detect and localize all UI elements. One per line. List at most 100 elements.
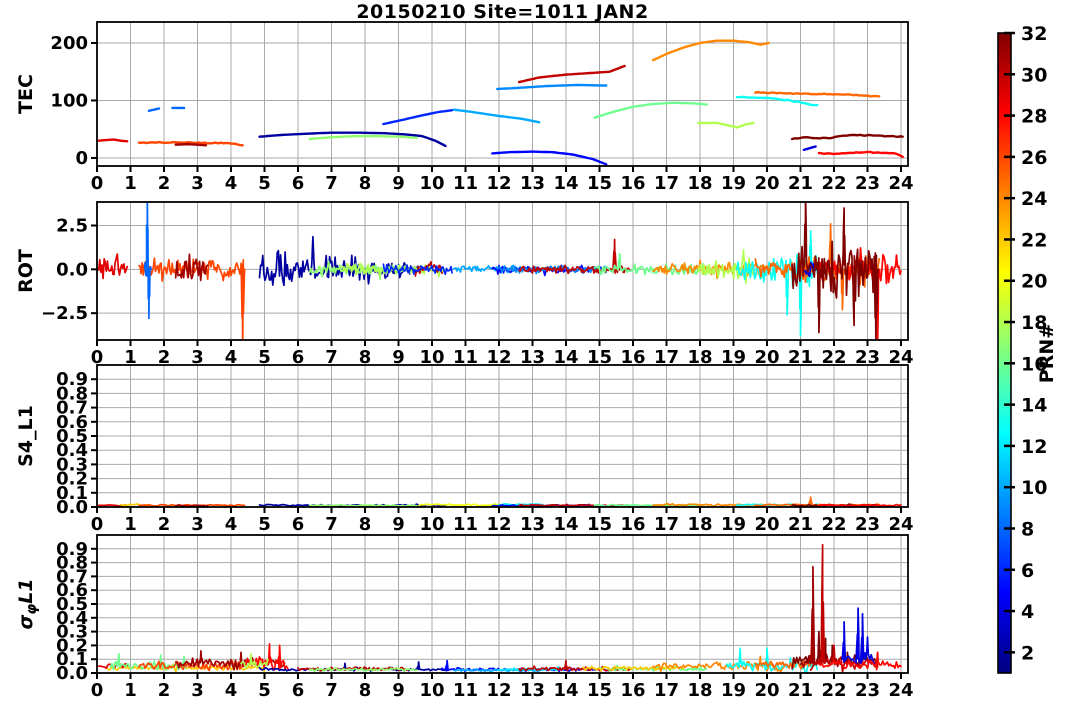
sigphi-ytick-label: 0.9 bbox=[56, 539, 88, 560]
sigphi-xtick-label: 23 bbox=[855, 680, 880, 701]
tec-xtick-label: 12 bbox=[486, 173, 511, 194]
s4-ytick-label: 0.5 bbox=[56, 426, 88, 447]
s4-ytick-label: 0.0 bbox=[56, 497, 88, 518]
colorbar-tick-label: 32 bbox=[1021, 23, 1047, 45]
rot-series-prn-16 bbox=[593, 252, 708, 276]
s4-grid bbox=[97, 365, 908, 507]
colorbar-tick-label: 14 bbox=[1021, 395, 1047, 417]
s4-series-prn-31 bbox=[174, 504, 209, 507]
tec-frame bbox=[96, 21, 909, 167]
tec-xtick-label: 6 bbox=[292, 173, 305, 194]
tec-xtick-label: 24 bbox=[888, 173, 913, 194]
sigphi-series-prn-24 bbox=[652, 655, 785, 673]
figure-title: 20150210 Site=1011 JAN2 bbox=[356, 1, 649, 23]
rot-xtick-label: 12 bbox=[486, 347, 511, 368]
sigphi-series-prn-16 bbox=[109, 652, 189, 671]
tec-series-prn-18 bbox=[697, 121, 755, 129]
s4-xtick-label: 5 bbox=[258, 514, 271, 535]
tec-panel: 0 1 2 3 4 5 6 7 8 9 10 11 12 13 14 15 16 17 18 19 20 21 22 23 24… bbox=[15, 21, 914, 194]
s4-xtick-label: 9 bbox=[392, 514, 405, 535]
sigphi-xtick-label: 10 bbox=[419, 680, 444, 701]
rot-series-prn-4 bbox=[803, 261, 817, 278]
rot-xtick-label: 4 bbox=[225, 347, 238, 368]
colorbar-tick-label: 28 bbox=[1021, 106, 1047, 128]
sigphi-ytick-label: 0.6 bbox=[56, 580, 88, 601]
s4-ytick-label: 0.7 bbox=[56, 398, 88, 419]
tec-xtick-label: 10 bbox=[419, 173, 444, 194]
s4-xtick-label: 6 bbox=[292, 514, 305, 535]
s4-xtick-label: 15 bbox=[587, 514, 612, 535]
rot-xtick-label: 20 bbox=[754, 347, 779, 368]
s4-xtick-label: 21 bbox=[788, 514, 813, 535]
sigphi-xtick-label: 5 bbox=[258, 680, 271, 701]
sigphi-ytick-label: 0.1 bbox=[56, 649, 88, 670]
rot-series-group bbox=[97, 202, 902, 340]
rot-xtick-label: 6 bbox=[292, 347, 305, 368]
tec-series-prn-6 bbox=[382, 109, 454, 126]
colorbar-tick-label: 6 bbox=[1021, 560, 1034, 582]
tec-xtick-label: 11 bbox=[453, 173, 478, 194]
rot-xtick-label: 11 bbox=[453, 347, 478, 368]
tec-xtick-label: 13 bbox=[520, 173, 545, 194]
rot-series-prn-8 bbox=[143, 202, 153, 320]
sigphi-series-prn-26 bbox=[138, 659, 246, 672]
tec-xtick-label: 22 bbox=[821, 173, 846, 194]
tec-xtick-label: 2 bbox=[158, 173, 171, 194]
tec-series-prn-25 bbox=[754, 90, 881, 98]
s4-xtick-label: 0 bbox=[91, 514, 104, 535]
rot-xtick-label: 3 bbox=[191, 347, 204, 368]
rot-ytick-label: −2.5 bbox=[41, 303, 88, 324]
rot-xtick-label: 18 bbox=[687, 347, 712, 368]
sigphi-xtick-label: 2 bbox=[158, 680, 171, 701]
tec-series-prn-5 bbox=[491, 150, 608, 166]
s4-xtick-label: 13 bbox=[520, 514, 545, 535]
sigphi-ylabel: σφL1 bbox=[15, 578, 40, 629]
sigphi-xtick-label: 3 bbox=[191, 680, 204, 701]
tec-series-prn-16 bbox=[593, 101, 708, 119]
sigphi-series-prn-28 bbox=[818, 651, 902, 671]
sigphi-grid bbox=[97, 535, 908, 673]
sigphi-xtick-label: 1 bbox=[124, 680, 137, 701]
rot-series-prn-26 bbox=[138, 257, 246, 340]
rot-panel: 0 1 2 3 4 5 6 7 8 9 10 11 12 13 14 15 16 17 18 19 20 21 22 23 24… bbox=[15, 201, 914, 368]
s4-xtick-label: 20 bbox=[754, 514, 779, 535]
tec-series-prn-17 bbox=[308, 134, 419, 141]
tec-series-group bbox=[97, 39, 904, 166]
sigphi-xtick-label: 13 bbox=[520, 680, 545, 701]
sigphi-xtick-label: 24 bbox=[888, 680, 913, 701]
rot-xtick-label: 19 bbox=[721, 347, 746, 368]
rot-series-prn-32 bbox=[791, 202, 879, 340]
rot-ytick-label: 2.5 bbox=[56, 215, 88, 236]
s4-xtick-label: 10 bbox=[419, 514, 444, 535]
sigphi-ytick-label: 0.3 bbox=[56, 622, 88, 643]
rot-frame bbox=[96, 201, 909, 341]
sigphi-series-prn-22 bbox=[581, 665, 685, 672]
tec-xtick-label: 19 bbox=[721, 173, 746, 194]
tec-ticks bbox=[91, 41, 902, 172]
tec-xtick-label: 23 bbox=[855, 173, 880, 194]
tec-xtick-label: 1 bbox=[124, 173, 137, 194]
s4-xtick-label: 2 bbox=[158, 514, 171, 535]
tec-xtick-label: 17 bbox=[654, 173, 679, 194]
tec-series-prn-2 bbox=[258, 131, 447, 148]
tec-series-prn-13 bbox=[735, 95, 819, 107]
rot-series-prn-30 bbox=[518, 238, 631, 275]
colorbar-tick-label: 18 bbox=[1021, 312, 1047, 334]
tec-series-prn-29 bbox=[97, 138, 129, 143]
sigphi-xtick-label: 20 bbox=[754, 680, 779, 701]
rot-xtick-label: 21 bbox=[788, 347, 813, 368]
rot-series-prn-6 bbox=[382, 263, 453, 276]
sigphi-series-prn-18 bbox=[240, 652, 269, 670]
tec-xtick-label: 9 bbox=[392, 173, 405, 194]
rot-series-prn-29 bbox=[97, 253, 129, 280]
rot-series-prn-31 bbox=[174, 253, 209, 282]
rot-xtick-label: 14 bbox=[553, 347, 578, 368]
s4-ytick-label: 0.3 bbox=[56, 454, 88, 475]
s4-xtick-label: 18 bbox=[687, 514, 712, 535]
sigphi-ytick-label: 0.8 bbox=[56, 553, 88, 574]
tec-xtick-label: 3 bbox=[191, 173, 204, 194]
tec-series-prn-31 bbox=[174, 143, 208, 147]
s4-series-prn-28 bbox=[818, 503, 902, 507]
sigphi-series-prn-17 bbox=[308, 666, 418, 673]
s4-ytick-label: 0.8 bbox=[56, 383, 88, 404]
